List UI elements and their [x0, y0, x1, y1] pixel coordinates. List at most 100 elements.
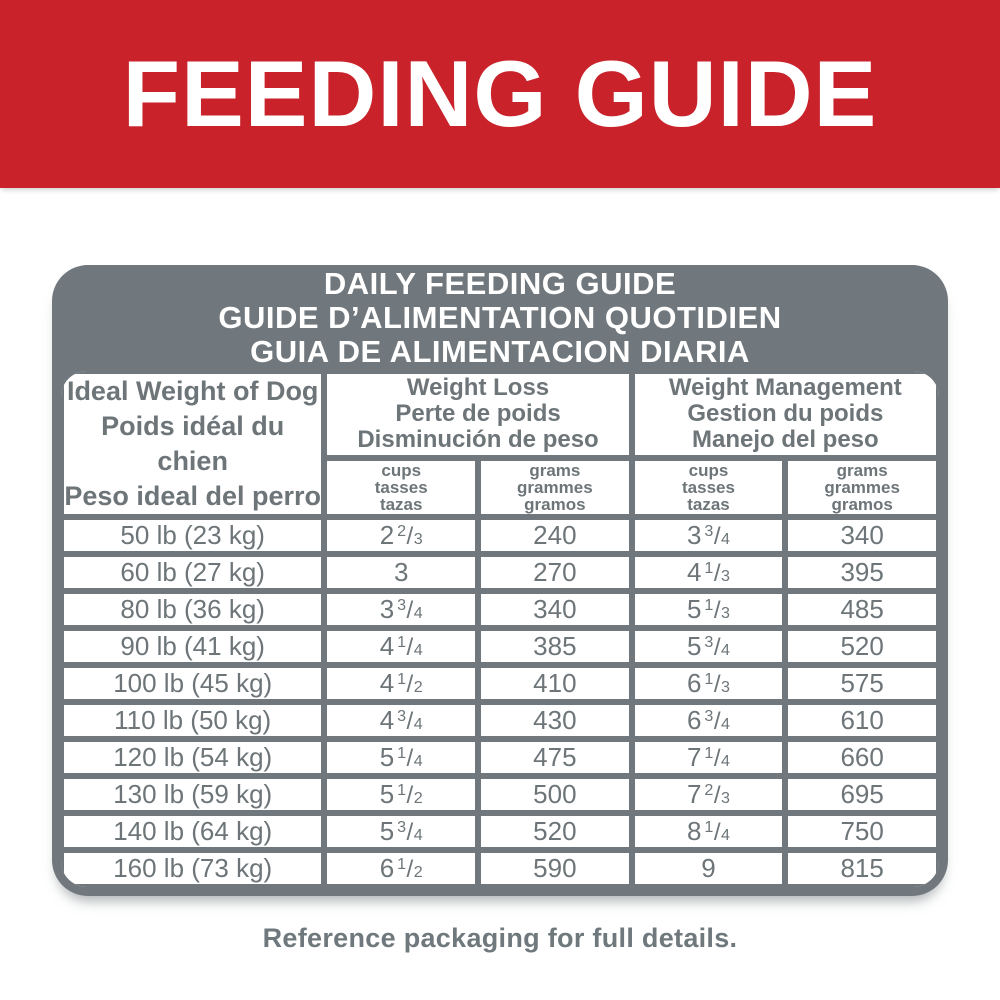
weight-management-cups-cell: 814	[631, 813, 786, 850]
cups-fraction-numerator: 1	[397, 743, 407, 762]
col-header-ideal-weight: Ideal Weight of Dog Poids idéal du chien…	[61, 371, 325, 517]
table-row: 130 lb (59 kg) 512 500 723 695	[61, 776, 939, 813]
cups-label-fr: tasses	[682, 477, 735, 497]
weight-loss-grams-cell: 410	[478, 665, 632, 702]
table-row: 110 lb (50 kg) 434 430 634 610	[61, 702, 939, 739]
cups-fraction-denominator: 4	[406, 641, 423, 659]
cups-fraction-denominator: 4	[713, 752, 730, 770]
ideal-weight-cell: 140 lb (64 kg)	[61, 813, 325, 850]
cups-fraction-numerator: 1	[704, 817, 714, 836]
cups-fraction-denominator: 4	[713, 530, 730, 548]
grams-label-en: grams	[836, 460, 888, 480]
cups-fraction-denominator: 4	[713, 826, 730, 844]
cups-fraction-denominator: 2	[406, 789, 423, 807]
cups-fraction-denominator: 3	[713, 567, 730, 585]
cups-fraction-numerator: 2	[704, 780, 714, 799]
col-header-weight-loss: Weight Loss Perte de poids Disminución d…	[324, 371, 632, 458]
grams-label-en: grams	[529, 460, 581, 480]
weight-management-label-fr: Gestion du poids	[687, 400, 884, 428]
card-title: DAILY FEEDING GUIDE GUIDE D’ALIMENTATION…	[61, 265, 939, 371]
weight-loss-cups-cell: 412	[324, 665, 479, 702]
weight-management-grams-cell: 575	[785, 665, 939, 702]
ideal-weight-cell: 130 lb (59 kg)	[61, 776, 325, 813]
ideal-weight-cell: 100 lb (45 kg)	[61, 665, 325, 702]
daily-feeding-guide-card: DAILY FEEDING GUIDE GUIDE D’ALIMENTATION…	[52, 265, 948, 896]
table-row: 50 lb (23 kg) 223 240 334 340	[61, 517, 939, 554]
ideal-weight-label-en: Ideal Weight of Dog	[66, 376, 319, 406]
cups-whole: 4	[687, 557, 702, 587]
group-header-row: Ideal Weight of Dog Poids idéal du chien…	[61, 371, 939, 517]
cups-whole: 3	[687, 520, 702, 550]
cups-whole: 3	[393, 557, 409, 587]
weight-loss-label-en: Weight Loss	[406, 374, 550, 402]
cups-fraction-numerator: 1	[397, 780, 407, 799]
weight-loss-label-fr: Perte de poids	[395, 400, 561, 428]
table-row: 160 lb (73 kg) 612 590 9 815	[61, 850, 939, 887]
weight-loss-cups-cell: 434	[324, 702, 479, 739]
ideal-weight-cell: 60 lb (27 kg)	[61, 554, 325, 591]
weight-loss-grams-cell: 430	[478, 702, 632, 739]
cups-fraction-numerator: 1	[704, 595, 714, 614]
unit-header-cups-wm: cups tasses tazas	[631, 457, 786, 517]
cups-whole: 7	[687, 742, 702, 772]
weight-management-grams-cell: 750	[785, 813, 939, 850]
cups-fraction-numerator: 1	[397, 632, 407, 651]
cups-label-en: cups	[688, 460, 729, 480]
weight-loss-grams-cell: 270	[478, 554, 632, 591]
weight-management-grams-cell: 485	[785, 591, 939, 628]
cups-fraction-numerator: 3	[704, 706, 714, 725]
cups-whole: 8	[687, 816, 702, 846]
cups-fraction-numerator: 3	[704, 632, 714, 651]
grams-label-fr: grammes	[824, 477, 900, 497]
weight-loss-label-es: Disminución de peso	[357, 426, 599, 454]
table-row: 120 lb (54 kg) 514 475 714 660	[61, 739, 939, 776]
cups-fraction-numerator: 1	[704, 558, 714, 577]
cups-fraction-denominator: 3	[713, 604, 730, 622]
cups-fraction-denominator: 4	[713, 715, 730, 733]
table-row: 100 lb (45 kg) 412 410 613 575	[61, 665, 939, 702]
weight-management-grams-cell: 520	[785, 628, 939, 665]
cups-fraction-numerator: 2	[397, 521, 407, 540]
footer-note: Reference packaging for full details.	[262, 923, 738, 953]
cups-fraction-denominator: 3	[713, 789, 730, 807]
cups-fraction-numerator: 1	[704, 743, 714, 762]
card-title-fr: GUIDE D’ALIMENTATION QUOTIDIEN	[218, 300, 782, 335]
cups-label-en: cups	[381, 460, 422, 480]
cups-whole: 9	[701, 853, 716, 883]
cups-fraction-denominator: 4	[406, 604, 423, 622]
ideal-weight-cell: 110 lb (50 kg)	[61, 702, 325, 739]
unit-header-grams-wl: grams grammes gramos	[478, 457, 632, 517]
weight-loss-grams-cell: 520	[478, 813, 632, 850]
cups-fraction-denominator: 4	[406, 826, 423, 844]
cups-label-es: tazas	[687, 494, 730, 514]
cups-fraction-numerator: 3	[704, 521, 714, 540]
weight-management-label-es: Manejo del peso	[691, 426, 879, 454]
cups-fraction-numerator: 1	[704, 669, 714, 688]
weight-management-grams-cell: 695	[785, 776, 939, 813]
weight-management-cups-cell: 714	[631, 739, 786, 776]
cups-label-es: tazas	[379, 494, 423, 514]
cups-fraction-numerator: 3	[397, 595, 407, 614]
ideal-weight-cell: 90 lb (41 kg)	[61, 628, 325, 665]
weight-loss-cups-cell: 612	[324, 850, 479, 887]
cups-fraction-denominator: 2	[406, 863, 423, 881]
cups-whole: 6	[379, 853, 395, 883]
weight-loss-grams-cell: 590	[478, 850, 632, 887]
cups-fraction-denominator: 3	[406, 530, 423, 548]
table-row: 140 lb (64 kg) 534 520 814 750	[61, 813, 939, 850]
cups-whole: 5	[379, 742, 395, 772]
weight-management-cups-cell: 634	[631, 702, 786, 739]
weight-management-cups-cell: 334	[631, 517, 786, 554]
cups-fraction-numerator: 3	[397, 817, 407, 836]
weight-management-cups-cell: 534	[631, 628, 786, 665]
weight-loss-cups-cell: 3	[324, 554, 479, 591]
weight-management-grams-cell: 610	[785, 702, 939, 739]
weight-loss-grams-cell: 240	[478, 517, 632, 554]
weight-loss-cups-cell: 534	[324, 813, 479, 850]
weight-loss-cups-cell: 414	[324, 628, 479, 665]
table-row: 60 lb (27 kg) 3 270 413 395	[61, 554, 939, 591]
cups-fraction-denominator: 4	[406, 715, 423, 733]
weight-management-cups-cell: 9	[631, 850, 786, 887]
unit-header-grams-wm: grams grammes gramos	[785, 457, 939, 517]
cups-whole: 2	[379, 520, 395, 550]
